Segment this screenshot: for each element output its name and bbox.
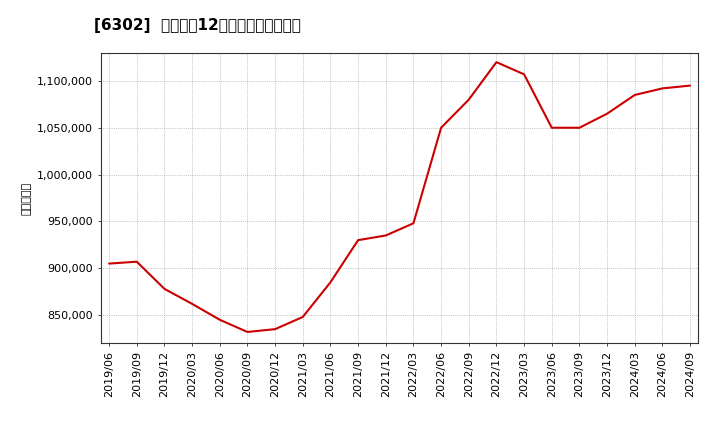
- Y-axis label: （百万円）: （百万円）: [22, 181, 32, 215]
- Text: [6302]  売上高の12か月移動合計の推移: [6302] 売上高の12か月移動合計の推移: [94, 18, 300, 33]
